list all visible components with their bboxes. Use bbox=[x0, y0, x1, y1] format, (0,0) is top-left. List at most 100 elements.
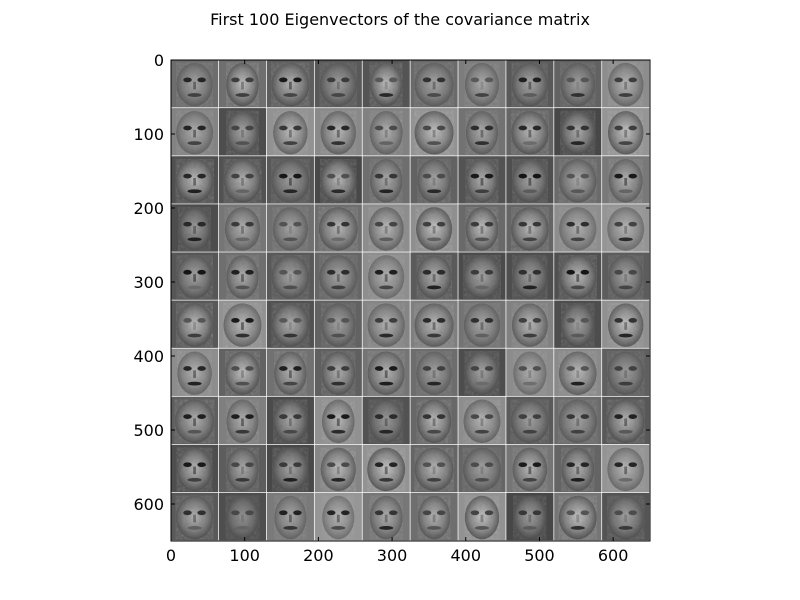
eigenface-tile bbox=[554, 444, 602, 493]
eigenface-tile bbox=[362, 204, 410, 252]
x-tick-label: 0 bbox=[166, 546, 176, 565]
eigenface-tile bbox=[218, 444, 267, 493]
eigenface-tile bbox=[266, 156, 314, 204]
eigenface-tile bbox=[171, 204, 219, 252]
chart-title: First 100 Eigenvectors of the covariance… bbox=[210, 10, 590, 29]
eigenface-tile bbox=[554, 204, 602, 252]
eigenface-tile bbox=[314, 252, 362, 300]
eigenface-tile bbox=[506, 108, 554, 156]
eigenface-tile bbox=[602, 492, 650, 541]
y-tick-label: 400 bbox=[133, 347, 164, 366]
eigenface-tile bbox=[602, 300, 650, 348]
eigenface-tile bbox=[362, 108, 410, 156]
eigenface-tile bbox=[410, 348, 458, 396]
eigenface-tile bbox=[266, 204, 314, 252]
eigenface-tile bbox=[362, 60, 410, 108]
eigenface-tile bbox=[362, 492, 410, 541]
y-tick-label: 100 bbox=[133, 125, 164, 144]
x-tick-label: 400 bbox=[450, 546, 481, 565]
eigenface-tile bbox=[602, 156, 650, 204]
eigenface-tile bbox=[171, 156, 219, 204]
eigenface-tile bbox=[410, 252, 458, 300]
eigenface-tile bbox=[554, 300, 602, 348]
eigenface-tile bbox=[362, 396, 410, 445]
eigenface-tile bbox=[218, 156, 267, 204]
eigenface-tile bbox=[410, 108, 458, 156]
eigenface-tile bbox=[266, 60, 314, 108]
eigenface-tile bbox=[218, 396, 267, 445]
eigenface-tile bbox=[554, 108, 602, 156]
eigenface-tile bbox=[314, 348, 362, 396]
eigenface-tile bbox=[314, 204, 362, 252]
eigenface-tile bbox=[218, 348, 267, 396]
eigenface-montage bbox=[171, 60, 650, 541]
x-tick-label: 100 bbox=[229, 546, 260, 565]
eigenface-tile bbox=[171, 252, 219, 300]
eigenface-tile bbox=[314, 396, 362, 445]
eigenface-tile bbox=[314, 492, 362, 541]
eigenface-tile bbox=[362, 348, 410, 396]
eigenface-tile bbox=[266, 492, 314, 541]
eigenface-tile bbox=[554, 492, 602, 541]
eigenface-tile bbox=[458, 444, 506, 493]
eigenface-tile bbox=[218, 108, 267, 156]
eigenface-tile bbox=[314, 156, 362, 204]
eigenface-tile bbox=[410, 204, 458, 252]
eigenface-tile bbox=[458, 60, 506, 108]
eigenface-tile bbox=[410, 396, 458, 445]
eigenface-tile bbox=[506, 396, 554, 445]
eigenface-tile bbox=[458, 396, 506, 445]
eigenface-tile bbox=[171, 108, 219, 156]
eigenface-tile bbox=[218, 300, 267, 348]
x-tick-label: 200 bbox=[303, 546, 334, 565]
eigenface-tile bbox=[458, 156, 506, 204]
eigenface-tile bbox=[506, 444, 554, 493]
eigenface-tile bbox=[218, 204, 267, 252]
eigenface-tile bbox=[171, 60, 219, 108]
eigenface-tile bbox=[458, 492, 506, 541]
eigenface-tile bbox=[171, 492, 219, 541]
eigenface-tile bbox=[602, 108, 650, 156]
eigenface-tile bbox=[506, 252, 554, 300]
y-tick-label: 200 bbox=[133, 199, 164, 218]
y-tick-label: 0 bbox=[154, 51, 164, 70]
eigenface-tile bbox=[362, 156, 410, 204]
eigenface-tile bbox=[410, 300, 458, 348]
eigenface-tile bbox=[266, 252, 314, 300]
eigenface-tile bbox=[506, 348, 554, 396]
eigenface-tile bbox=[362, 300, 410, 348]
eigenface-tile bbox=[266, 444, 314, 493]
eigenface-tile bbox=[554, 156, 602, 204]
eigenface-tile bbox=[171, 348, 219, 396]
eigenface-tile bbox=[314, 300, 362, 348]
eigenface-tile bbox=[410, 156, 458, 204]
plot-axes: 0 100 200 300 400 500 600 0 100 200 300 400 500 600 bbox=[133, 51, 651, 565]
eigenface-tile bbox=[506, 156, 554, 204]
eigenface-tile bbox=[458, 108, 506, 156]
eigenface-tile bbox=[314, 444, 362, 493]
y-tick-label: 600 bbox=[133, 495, 164, 514]
eigenface-tile bbox=[266, 300, 314, 348]
eigenface-tile bbox=[506, 60, 554, 108]
eigenface-tile bbox=[506, 204, 554, 252]
eigenface-tile bbox=[266, 396, 314, 445]
eigenface-tile bbox=[506, 300, 554, 348]
eigenface-tile bbox=[218, 60, 267, 108]
eigenface-tile bbox=[171, 300, 219, 348]
y-tick-label: 300 bbox=[133, 273, 164, 292]
eigenface-tile bbox=[171, 444, 219, 493]
eigenface-tile bbox=[218, 252, 267, 300]
eigenface-tile bbox=[458, 300, 506, 348]
eigenface-tile bbox=[266, 348, 314, 396]
eigenface-tile bbox=[362, 252, 410, 300]
eigenface-tile bbox=[602, 444, 650, 493]
eigenface-tile bbox=[458, 348, 506, 396]
x-tick-label: 500 bbox=[524, 546, 555, 565]
y-tick-label: 500 bbox=[133, 421, 164, 440]
x-tick-label: 300 bbox=[377, 546, 408, 565]
eigenface-tile bbox=[410, 492, 458, 541]
eigenface-tile bbox=[171, 396, 219, 445]
eigenface-tile bbox=[458, 204, 506, 252]
eigenface-tile bbox=[554, 348, 602, 396]
